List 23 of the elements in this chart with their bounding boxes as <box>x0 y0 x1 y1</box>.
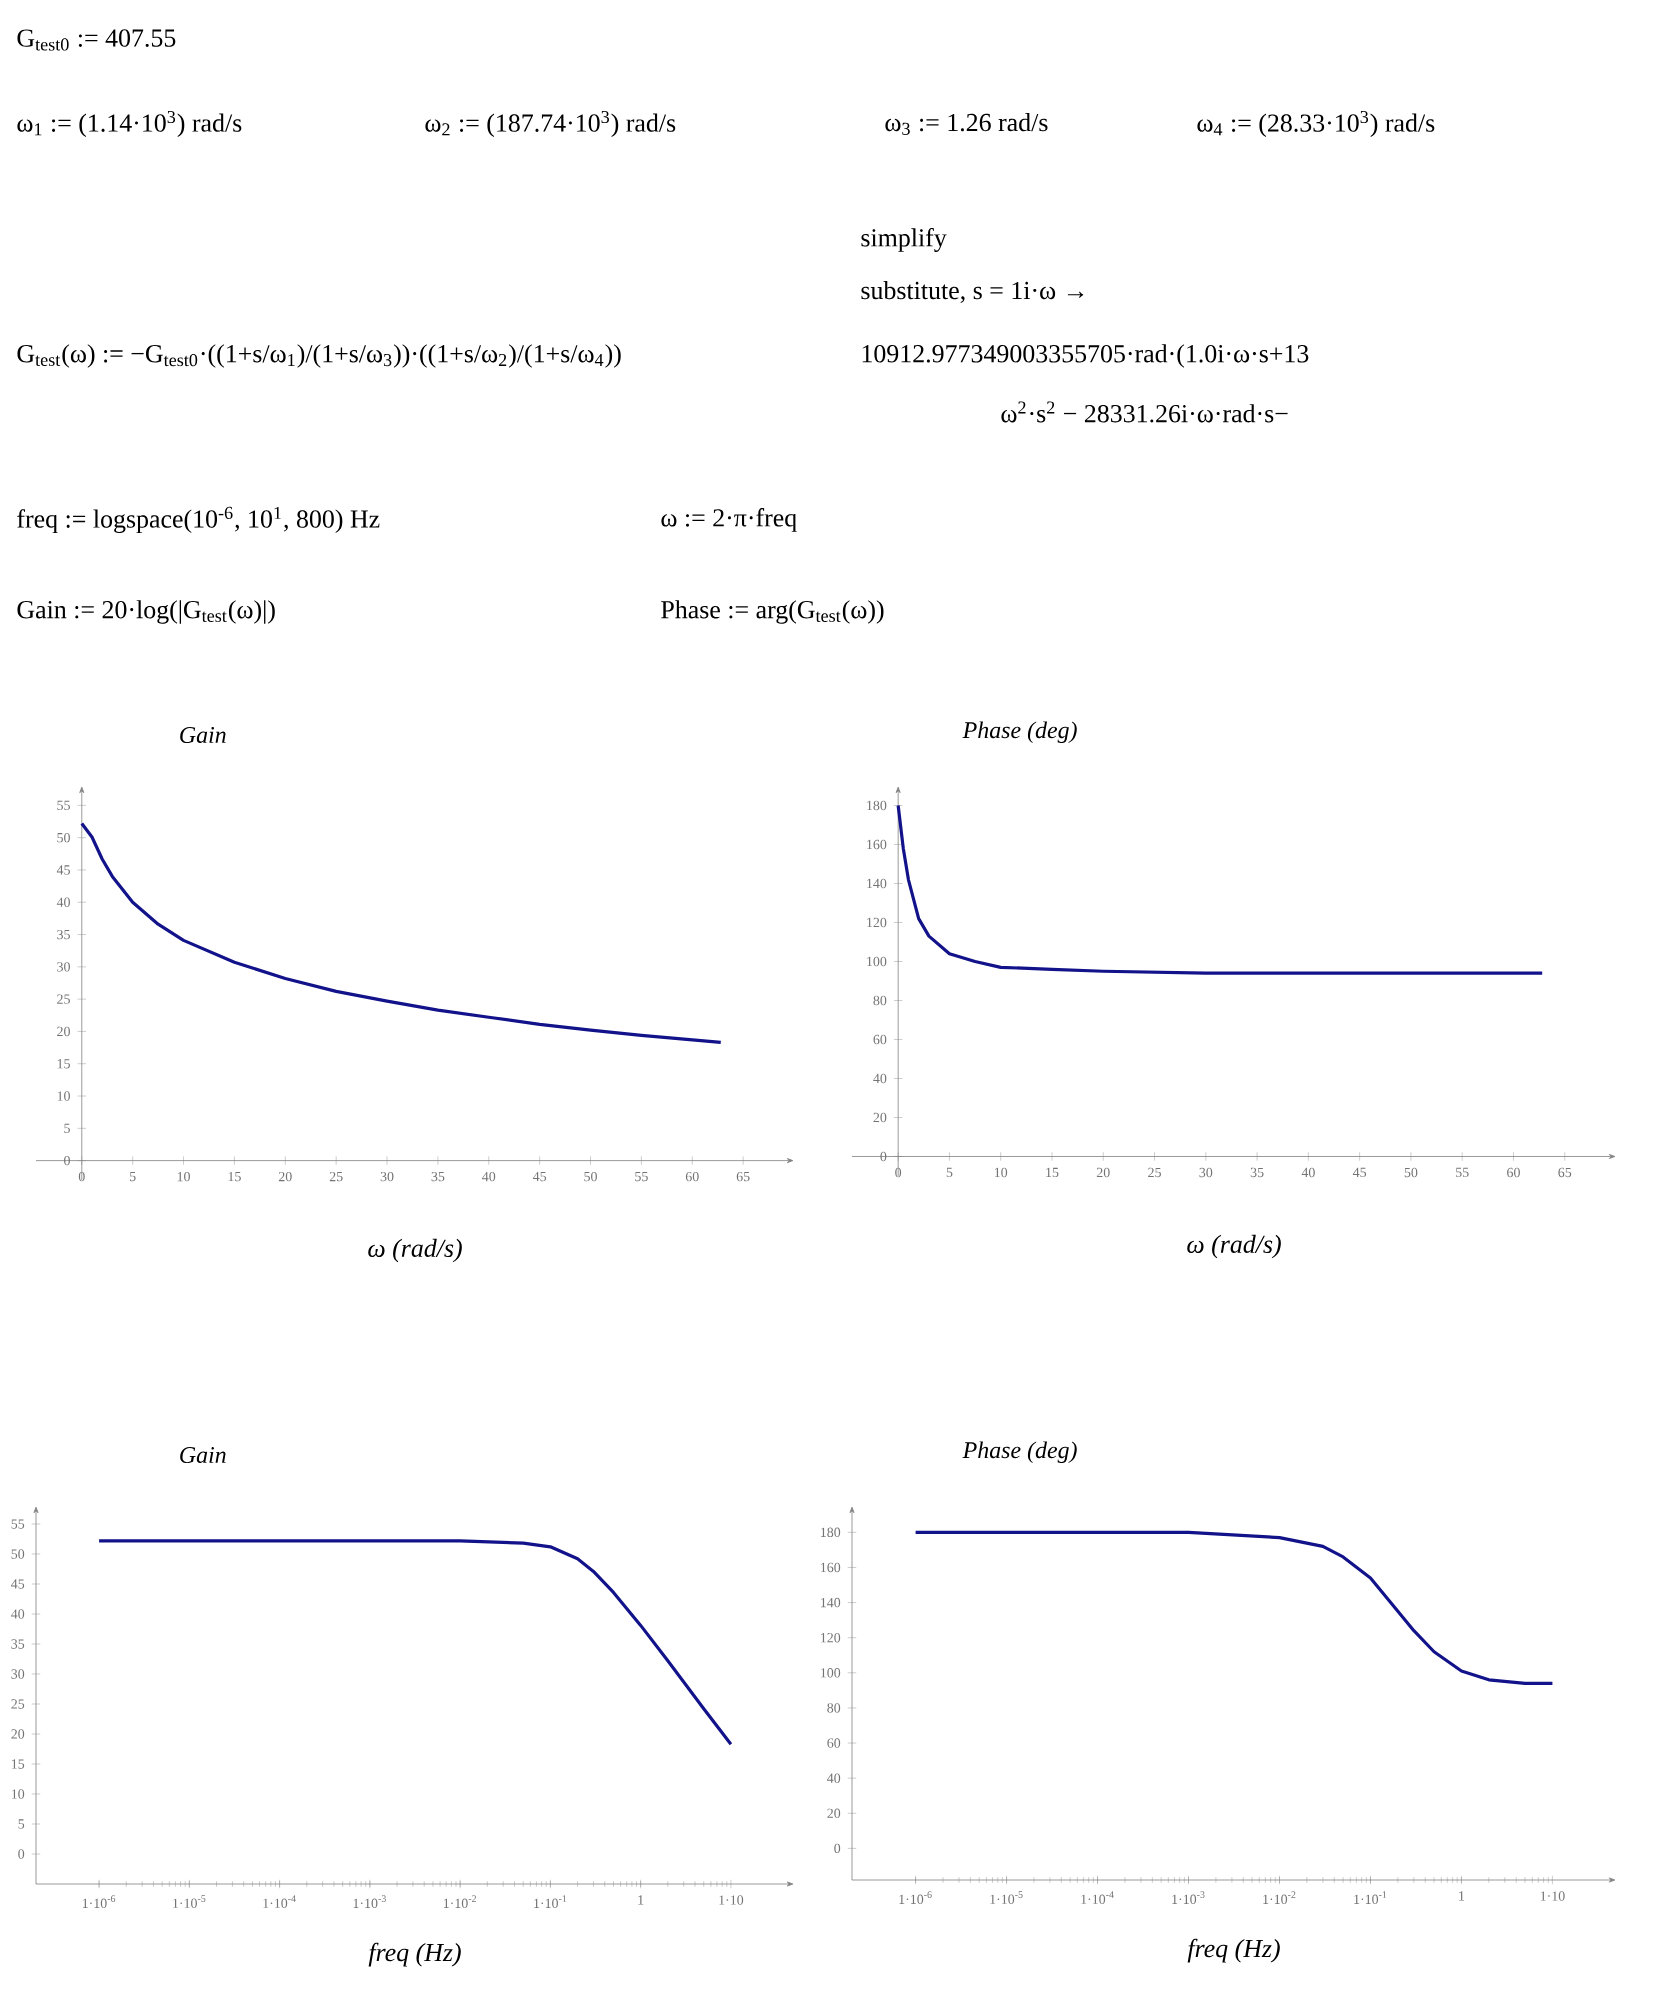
text: ω := 2·π·freq <box>661 508 797 532</box>
x-axis-title: freq (Hz) <box>368 1942 461 1967</box>
line-series <box>80 821 723 1045</box>
text: G$_{test0}$ := 407.55 <box>17 29 176 51</box>
text: ω$_{4}$ := (28.33·10$^{3}$) rad/s <box>1197 110 1435 138</box>
text: Phase := arg(G$_{test}$(ω)) <box>661 600 884 624</box>
chart-title: Phase (deg) <box>962 1441 1077 1464</box>
text: Gain := 20·log(|G$_{test}$(ω)|) <box>17 600 275 624</box>
x-axis-title: ω (rad/s) <box>368 1238 462 1263</box>
text: ω$^{2}$·s$^{2}$ − 28331.26i·ω·rad·s− <box>1001 401 1288 423</box>
text: ω$_{2}$ := (187.74·10$^{3}$) rad/s <box>425 110 676 138</box>
chart-title: Gain <box>180 727 226 744</box>
text: 10912.977349003355705·rad·(1.0i·ω·s+13 <box>862 344 1309 368</box>
text: simplify <box>861 228 947 252</box>
text: ω$_{3}$ := 1.26 rad/s <box>885 113 1048 135</box>
chart-title: Gain <box>180 1447 226 1464</box>
x-axis-title: freq (Hz) <box>1187 1938 1280 1963</box>
chart-title: Phase (deg) <box>962 721 1077 744</box>
text: freq := logspace(10$^{-6}$, 10$^{1}$, 800) Hz <box>17 506 380 534</box>
text: substitute, s = 1i·ω → <box>861 281 1084 303</box>
text: G$_{test}$(ω) := −G$_{test0}$·((1+s/ω$_{1}$)/(1+s/ω$_{3}$))·((1+s/ω$_{2}$)/(1+s/ω$_{4}$)) <box>17 344 621 368</box>
text: ω$_{1}$ := (1.14·10$^{3}$) rad/s <box>17 110 242 138</box>
x-axis-title: ω (rad/s) <box>1187 1234 1281 1259</box>
